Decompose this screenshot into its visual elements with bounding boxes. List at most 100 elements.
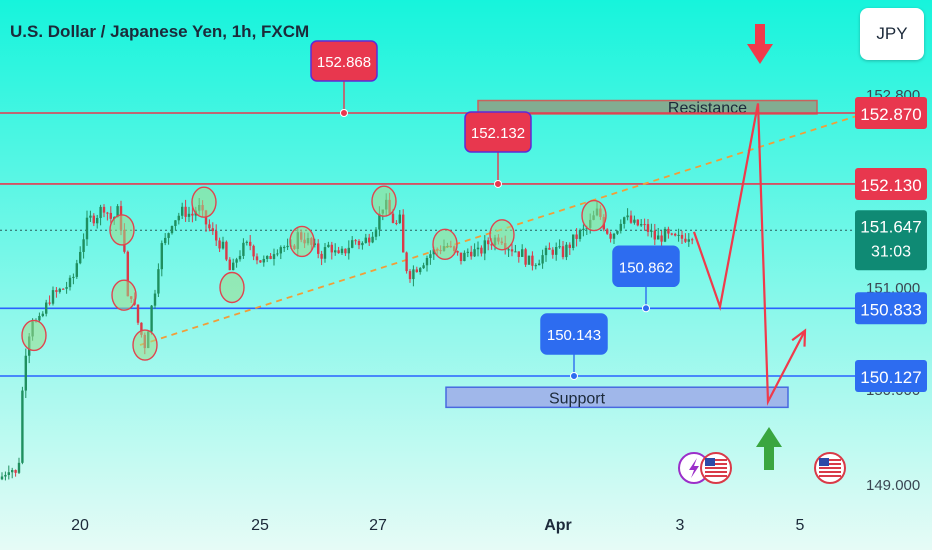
- candle-body: [378, 213, 381, 230]
- candle-body: [45, 302, 48, 314]
- down-arrow-icon: [747, 24, 773, 64]
- highlight-circle: [191, 186, 217, 218]
- candle-body: [419, 268, 422, 273]
- candle-body: [684, 238, 687, 242]
- candle-body: [357, 241, 361, 246]
- candle-body: [24, 355, 27, 391]
- lightning-glyph: [689, 458, 699, 478]
- up-arrow-icon: [756, 427, 782, 470]
- flag-stripe: [705, 471, 727, 473]
- candle-body: [279, 247, 282, 254]
- candle-body: [41, 313, 44, 316]
- callout-dot: [570, 371, 578, 380]
- callout-box: [310, 40, 378, 82]
- candle-body: [351, 240, 354, 248]
- candle-body: [58, 288, 61, 292]
- callout-label: 152.868: [317, 54, 371, 71]
- price-tag-label: 152.130: [860, 176, 921, 195]
- last-price-tag: [855, 210, 927, 271]
- candle-body: [354, 240, 357, 242]
- callout-dot: [340, 109, 348, 117]
- price-tag: [855, 292, 927, 325]
- candle-body: [425, 257, 429, 266]
- currency-button[interactable]: JPY: [860, 8, 924, 60]
- candle-body: [544, 247, 548, 256]
- candle-body: [422, 265, 425, 269]
- candle-body: [116, 206, 119, 218]
- candle-body: [153, 293, 157, 306]
- candle-body: [177, 215, 180, 221]
- candle-body: [657, 235, 660, 240]
- candle-body: [368, 237, 371, 243]
- candle-body: [126, 251, 129, 297]
- candle-body: [323, 247, 327, 259]
- candle-body: [218, 240, 221, 249]
- candle-body: [660, 235, 663, 242]
- candle-body: [687, 239, 690, 242]
- x-tick-label: Apr: [544, 517, 572, 534]
- candle-body: [402, 214, 405, 253]
- candle-body: [340, 248, 344, 254]
- candle-body: [626, 215, 629, 218]
- candle-body: [276, 253, 279, 255]
- candle-body: [606, 229, 609, 234]
- candle-body: [106, 212, 109, 214]
- candle-body: [578, 230, 582, 239]
- flag-stripe: [705, 475, 727, 477]
- candle-body: [79, 251, 82, 264]
- candle-body: [408, 271, 412, 280]
- candle-body: [313, 243, 316, 245]
- candle-body: [17, 462, 21, 473]
- callout-box: [540, 313, 608, 355]
- candle-body: [531, 255, 534, 266]
- candle-body: [235, 259, 238, 263]
- candle-body: [572, 234, 575, 248]
- x-tick-label: 5: [796, 517, 805, 534]
- callout-box: [612, 245, 680, 288]
- candle-body: [96, 217, 99, 224]
- candle-body: [463, 252, 466, 262]
- candle-body: [456, 251, 459, 253]
- flag-stripe: [705, 459, 727, 461]
- candle-body: [136, 304, 140, 323]
- candle-body: [575, 234, 578, 239]
- candle-body: [266, 256, 269, 259]
- candle-body: [524, 249, 527, 265]
- price-tag-label: 150.833: [860, 300, 921, 319]
- last-price-label: 151.647: [860, 217, 921, 236]
- candle-body: [347, 247, 350, 254]
- candle-body: [612, 233, 616, 239]
- candle-body: [680, 234, 684, 239]
- candle-body: [582, 228, 585, 231]
- flag-stripe: [819, 471, 841, 473]
- price-tag-label: 152.870: [860, 105, 921, 124]
- candle-body: [510, 249, 514, 252]
- candle-body: [99, 206, 102, 218]
- flag-canton: [819, 458, 829, 466]
- highlight-circle: [371, 185, 397, 217]
- candle-body: [160, 243, 163, 270]
- candle-body: [361, 242, 364, 246]
- candle-body: [14, 470, 17, 473]
- highlight-circle: [432, 228, 458, 261]
- candle-body: [541, 255, 544, 264]
- candle-body: [75, 263, 78, 277]
- candle-body: [150, 305, 153, 332]
- flag-stripe: [819, 467, 841, 469]
- candle-body: [555, 246, 558, 255]
- flag-stripe: [705, 467, 727, 469]
- candle-body: [272, 254, 276, 259]
- candle-body: [650, 230, 653, 232]
- candle-body: [21, 390, 24, 463]
- candle-body: [245, 241, 248, 243]
- candle-body: [653, 230, 656, 240]
- highlight-circle: [581, 199, 607, 232]
- candle-body: [55, 290, 58, 292]
- candle-body: [364, 237, 367, 243]
- candle-body: [327, 244, 330, 248]
- highlight-circle: [219, 271, 245, 304]
- candle-body: [65, 287, 68, 289]
- candle-body: [7, 472, 10, 475]
